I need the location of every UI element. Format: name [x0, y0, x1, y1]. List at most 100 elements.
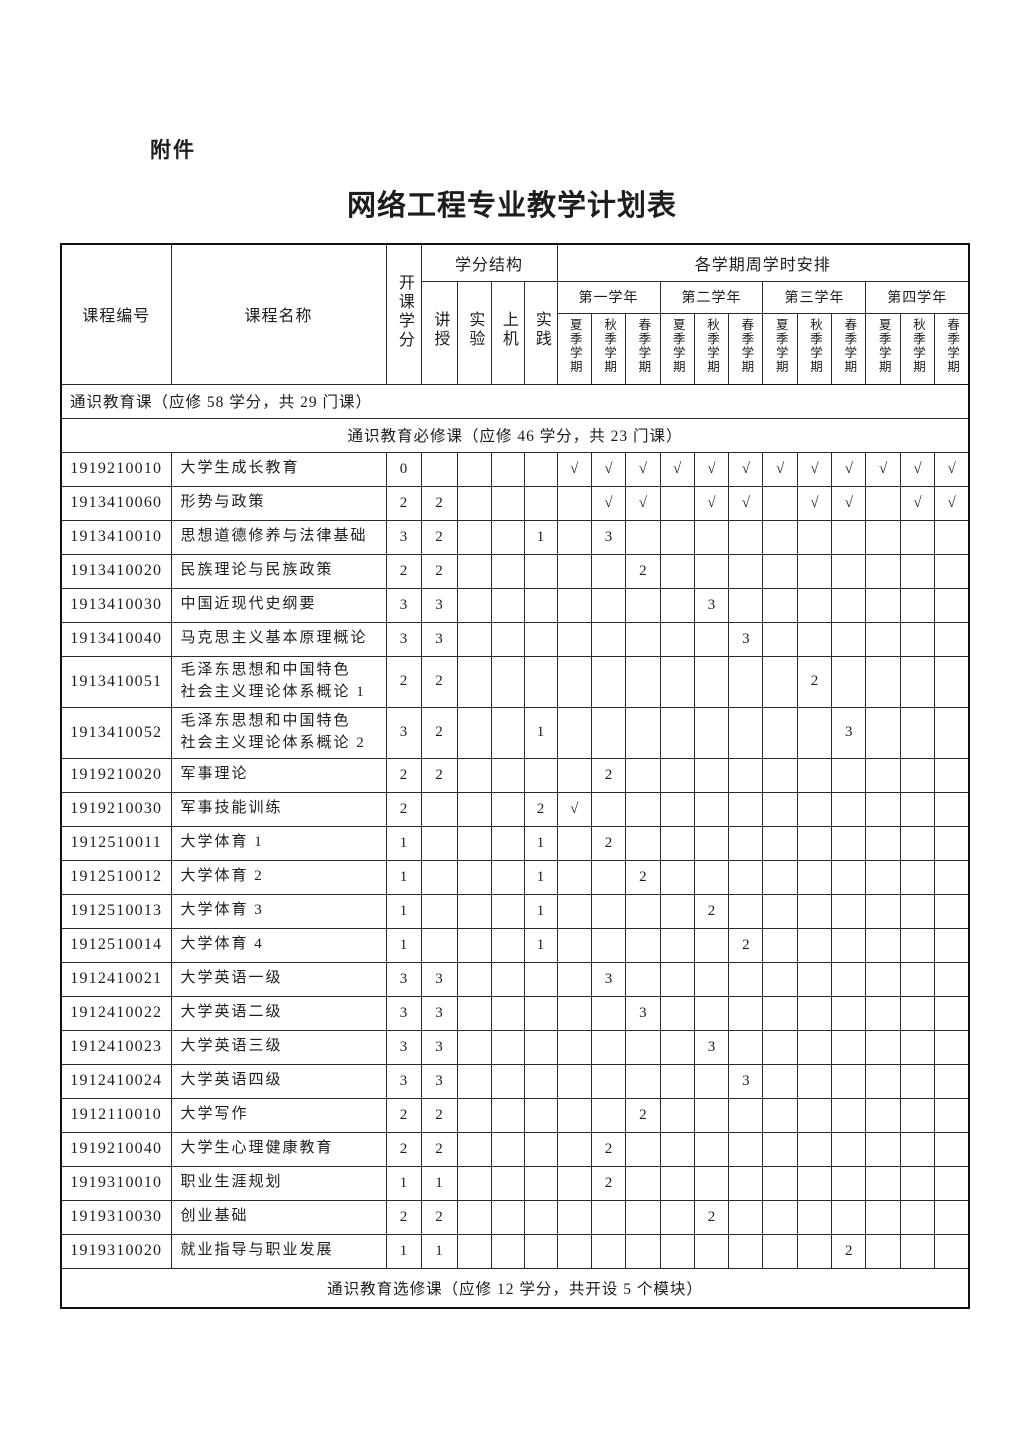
semester-vertical-label: 秋季学期 — [911, 318, 926, 374]
credit-total: 3 — [385, 519, 422, 555]
course-id: 1912410022 — [60, 995, 172, 1031]
credit-practice — [523, 1029, 558, 1065]
course-id: 1913410020 — [60, 553, 172, 589]
credit-total: 1 — [385, 893, 422, 929]
hours-y3-summer — [762, 825, 798, 861]
attachment-label: 附件 — [150, 139, 196, 162]
hours-y1-spring — [625, 655, 661, 708]
course-row: 1919210040 大学生心理健康教育 2 2 2 — [60, 1131, 970, 1167]
semester-vertical-label: 秋季学期 — [808, 318, 823, 374]
hours-y4-summer — [865, 927, 901, 963]
col-header-practice: 实践 — [523, 280, 558, 385]
hours-y4-summer — [865, 995, 901, 1031]
col-header-credit-structure: 学分结构 — [420, 243, 558, 282]
course-id: 1919310010 — [60, 1165, 172, 1201]
hours-y1-spring — [625, 706, 661, 759]
hours-y4-summer — [865, 961, 901, 997]
hours-y3-autumn — [796, 621, 833, 657]
hours-y4-spring — [934, 961, 970, 997]
credits-vertical-label: 开课学分 — [395, 273, 413, 350]
hours-y1-summer — [556, 1199, 592, 1235]
col-header-y4-spring: 春季学期 — [934, 312, 970, 385]
hours-y2-summer — [659, 706, 695, 759]
course-name: 形势与政策 — [170, 485, 387, 521]
hours-y2-spring — [728, 1165, 764, 1201]
hours-y3-summer — [762, 1097, 798, 1133]
hours-y1-summer — [556, 1063, 592, 1099]
credit-lab — [456, 859, 492, 895]
hours-y2-summer — [659, 587, 695, 623]
credit-pc — [490, 451, 525, 487]
hours-y3-spring — [831, 859, 867, 895]
hours-y4-spring — [934, 893, 970, 929]
hours-y2-autumn — [693, 961, 730, 997]
credit-lab — [456, 553, 492, 589]
hours-y3-spring — [831, 553, 867, 589]
credit-practice: 2 — [523, 791, 558, 827]
hours-y3-spring — [831, 927, 867, 963]
hours-y1-summer — [556, 1165, 592, 1201]
hours-y3-spring — [831, 621, 867, 657]
hours-y3-summer — [762, 519, 798, 555]
hours-y2-summer — [659, 1029, 695, 1065]
section-label: 通识教育必修课（应修 46 学分，共 23 门课） — [60, 417, 970, 453]
hours-y2-autumn — [693, 825, 730, 861]
hours-y1-spring — [625, 961, 661, 997]
hours-y2-summer — [659, 1097, 695, 1133]
hours-y4-summer — [865, 791, 901, 827]
hours-y2-autumn: √ — [693, 485, 730, 521]
course-id: 1919210020 — [60, 757, 172, 793]
col-header-y1-summer: 夏季学期 — [556, 312, 592, 385]
hours-y1-summer — [556, 961, 592, 997]
hours-y1-autumn: 2 — [590, 1165, 627, 1201]
semester-vertical-label: 夏季学期 — [773, 318, 788, 374]
course-name: 大学体育 2 — [170, 859, 387, 895]
semester-vertical-label: 秋季学期 — [602, 318, 617, 374]
hours-y1-summer — [556, 859, 592, 895]
credit-lecture: 3 — [420, 1029, 458, 1065]
hours-y3-spring — [831, 893, 867, 929]
hours-y1-autumn: 3 — [590, 961, 627, 997]
credit-pc — [490, 1165, 525, 1201]
pc-vertical-label: 上机 — [499, 311, 517, 349]
hours-y4-autumn — [899, 706, 936, 759]
page-title: 网络工程专业教学计划表 — [346, 190, 677, 222]
col-header-y1-spring: 春季学期 — [625, 312, 661, 385]
credit-pc — [490, 961, 525, 997]
hours-y4-summer — [865, 587, 901, 623]
credit-practice — [523, 553, 558, 589]
col-header-y1-autumn: 秋季学期 — [590, 312, 627, 385]
credit-lecture: 3 — [420, 587, 458, 623]
col-header-year2: 第二学年 — [659, 280, 764, 314]
hours-y1-autumn — [590, 587, 627, 623]
credit-practice — [523, 485, 558, 521]
hours-y2-autumn: 2 — [693, 1199, 730, 1235]
credit-total: 0 — [385, 451, 422, 487]
hours-y1-summer: √ — [556, 791, 592, 827]
hours-y4-summer — [865, 519, 901, 555]
hours-y4-spring — [934, 825, 970, 861]
hours-y4-summer — [865, 706, 901, 759]
hours-y3-summer — [762, 706, 798, 759]
section-row: 通识教育必修课（应修 46 学分，共 23 门课） — [60, 417, 970, 453]
hours-y1-summer — [556, 757, 592, 793]
hours-y2-summer — [659, 927, 695, 963]
course-row: 1912110010 大学写作 2 2 2 — [60, 1097, 970, 1133]
hours-y3-autumn — [796, 927, 833, 963]
credit-practice: 1 — [523, 706, 558, 759]
hours-y1-spring — [625, 587, 661, 623]
course-name: 大学体育 4 — [170, 927, 387, 963]
credit-pc — [490, 893, 525, 929]
hours-y3-autumn — [796, 825, 833, 861]
hours-y4-spring: √ — [934, 451, 970, 487]
hours-y2-autumn — [693, 927, 730, 963]
hours-y3-autumn: 2 — [796, 655, 833, 708]
hours-y2-spring: √ — [728, 485, 764, 521]
credit-total: 1 — [385, 1165, 422, 1201]
course-name: 民族理论与民族政策 — [170, 553, 387, 589]
course-row: 1919310010 职业生涯规划 1 1 2 — [60, 1165, 970, 1201]
hours-y3-summer — [762, 1029, 798, 1065]
credit-total: 3 — [385, 1063, 422, 1099]
hours-y3-summer — [762, 927, 798, 963]
